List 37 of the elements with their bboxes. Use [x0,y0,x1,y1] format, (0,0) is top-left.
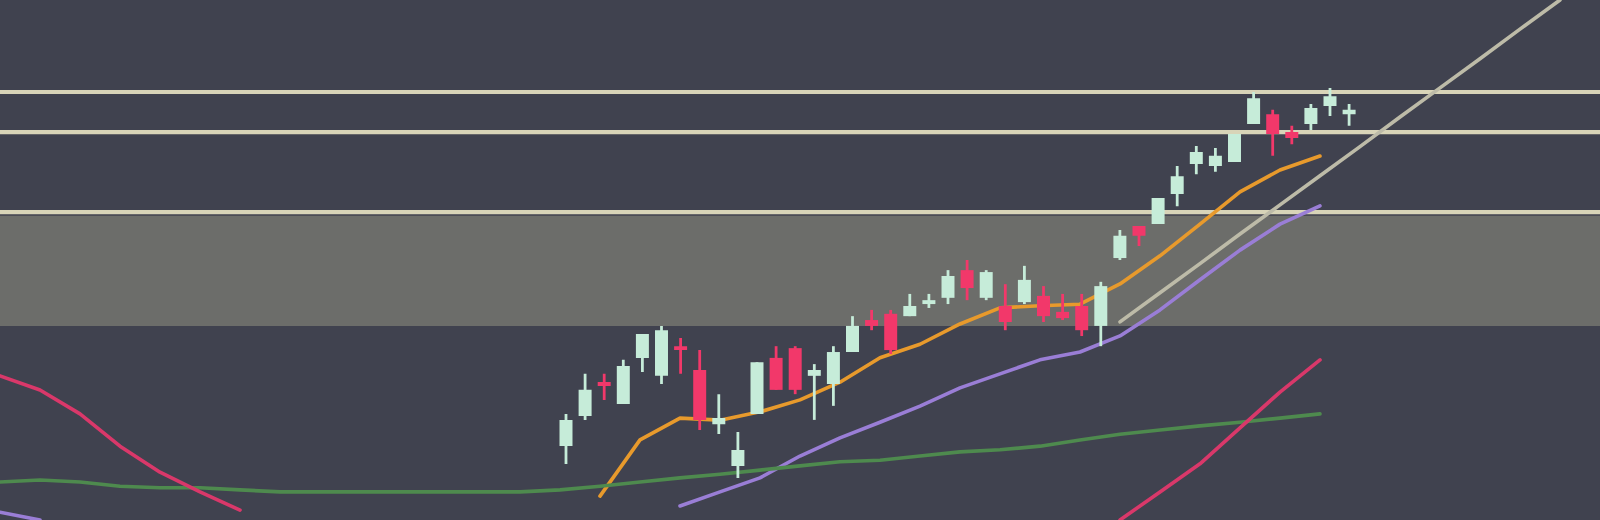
candlestick [1266,108,1280,158]
candlestick [998,282,1012,332]
candlestick [1113,228,1127,262]
candlestick [1037,284,1050,324]
candlestick [788,344,802,396]
candlestick [655,324,668,386]
candlestick [578,372,592,422]
candlestick [1323,88,1337,118]
candlestick [865,308,879,332]
candlestick [979,268,993,302]
candlestick [1228,134,1241,163]
candlestick [1342,102,1356,128]
candlestick [635,332,649,374]
candlestick [1170,164,1184,208]
candlestick [1094,280,1108,348]
candlestick [1285,124,1299,146]
candlestick [1056,292,1070,322]
candlestick [1208,146,1222,174]
candlestick [807,362,821,422]
candlestick [1247,90,1261,126]
candlestick [960,258,974,302]
candlestick [1189,144,1203,176]
candlestick [826,344,840,408]
candlestick [674,336,688,376]
candlestick [712,392,726,436]
candlestick [941,268,955,306]
candlestick [884,308,898,356]
candlestick [1304,102,1318,132]
candlestick [1017,264,1031,306]
candlestick [769,344,783,392]
candlestick [559,412,573,466]
candlestick [846,314,859,354]
candlestick [1132,224,1146,248]
candlestick [1075,292,1089,338]
candlestick [616,358,630,406]
candlestick [731,430,745,478]
candlestick [597,372,611,402]
